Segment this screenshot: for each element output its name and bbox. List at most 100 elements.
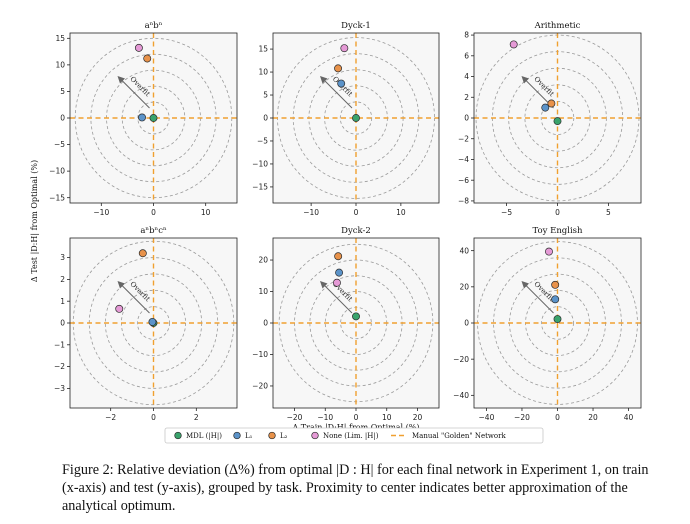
x-tick-label: 2: [194, 413, 199, 422]
y-axis-label: Δ Test |D:H| from Optimal (%): [30, 160, 39, 282]
overfit-arrowhead: [117, 281, 125, 289]
y-tick-label: 0: [464, 114, 469, 123]
overfit-arrow: [322, 283, 353, 314]
x-tick-label: 20: [413, 413, 423, 422]
legend-marker: [268, 431, 276, 440]
data-point: [115, 304, 124, 313]
y-tick-label: −10: [49, 167, 65, 176]
data-point: [509, 40, 518, 49]
y-tick-label: 3: [60, 253, 65, 262]
y-tick-label: −2: [458, 134, 469, 143]
data-point: [332, 278, 341, 287]
y-tick-label: 0: [60, 114, 65, 123]
legend-label: Manual "Golden" Network: [412, 432, 506, 440]
ring: [137, 306, 170, 340]
y-tick-label: −10: [252, 350, 268, 359]
y-tick-label: 6: [464, 51, 469, 60]
y-tick-label: 10: [258, 68, 268, 77]
ring: [540, 101, 575, 135]
y-tick-label: 5: [60, 87, 65, 96]
y-tick-label: −15: [49, 193, 65, 202]
plot-content: Overfit: [273, 238, 439, 408]
y-tick-label: −5: [257, 137, 268, 146]
y-tick-label: 0: [263, 319, 268, 328]
panel-title: Dyck-2: [341, 226, 371, 236]
y-tick-label: 2: [60, 275, 65, 284]
y-tick-label: −20: [453, 355, 469, 364]
y-tick-label: −20: [252, 382, 268, 391]
plot-content: Overfit: [70, 238, 237, 408]
x-tick-label: −2: [105, 413, 116, 422]
x-tick-label: 0: [151, 208, 156, 217]
legend-marker: [311, 431, 319, 440]
data-point: [551, 280, 560, 289]
legend-marker: [174, 431, 182, 440]
legend: MDL (|H|) L₁ L₂ None (Lim. |H|) Manual "Gold…: [164, 427, 544, 444]
data-point: [547, 99, 556, 108]
data-point: [352, 312, 360, 321]
data-point: [143, 54, 152, 63]
y-tick-label: 2: [464, 93, 469, 102]
y-tick-label: 0: [60, 319, 65, 328]
y-tick-label: −1: [54, 340, 65, 349]
y-tick-label: −2: [54, 362, 65, 371]
data-point: [551, 295, 560, 304]
y-tick-label: −10: [252, 160, 268, 169]
legend-label: L₁: [245, 432, 253, 440]
overfit-arrow: [322, 78, 353, 109]
y-tick-label: −15: [252, 183, 268, 192]
y-tick-label: 20: [459, 282, 469, 291]
legend-box: [164, 427, 544, 444]
x-tick-label: 40: [624, 413, 634, 422]
x-tick-label: −10: [317, 413, 333, 422]
data-point: [352, 114, 360, 122]
data-point: [334, 252, 343, 261]
data-point: [541, 103, 550, 112]
panel-4: Overfit −2 0 2 −3 −2 −1 0 1 2 3 aⁿbⁿcⁿ: [54, 226, 238, 422]
data-point: [337, 79, 346, 88]
data-point: [553, 117, 562, 126]
x-tick-label: 0: [555, 413, 560, 422]
x-tick-label: 10: [396, 208, 406, 217]
x-tick-label: −10: [93, 208, 109, 217]
x-tick-label: 10: [201, 208, 211, 217]
data-point: [138, 113, 146, 122]
x-tick-label: −10: [303, 208, 319, 217]
data-point: [553, 315, 562, 323]
y-tick-label: −40: [453, 391, 469, 400]
overfit-arrowhead: [320, 76, 328, 84]
y-tick-label: −6: [458, 176, 469, 185]
x-tick-label: 0: [555, 208, 560, 217]
y-tick-label: 8: [464, 31, 469, 40]
y-tick-label: −3: [54, 384, 65, 393]
y-tick-label: 40: [459, 246, 469, 255]
y-tick-label: 15: [258, 45, 268, 54]
panel-3: Overfit −5 0 5 −8 −6 −4 −2 0 2 4 6 8 Arithmetic: [458, 21, 642, 217]
y-tick-label: −4: [458, 155, 469, 164]
y-tick-label: 5: [263, 91, 268, 100]
caption-text: Figure 2: Relative deviation (Δ%) from o…: [62, 462, 649, 514]
x-tick-label: 0: [354, 413, 359, 422]
legend-label: MDL (|H|): [186, 432, 222, 440]
panel-title: Dyck-1: [341, 21, 371, 31]
panel-title: aⁿbⁿ: [145, 21, 163, 31]
legend-label: L₂: [280, 432, 288, 440]
x-axis-label: Δ Train |D:H| from Optimal (%): [292, 423, 419, 432]
x-tick-label: 5: [606, 208, 611, 217]
overfit-arrowhead: [320, 281, 328, 289]
y-tick-label: 0: [464, 319, 469, 328]
y-tick-label: −8: [458, 197, 469, 206]
overfit-arrowhead: [521, 281, 529, 289]
y-tick-label: −5: [54, 140, 65, 149]
panel-title: Toy English: [532, 226, 583, 236]
data-point: [340, 44, 349, 53]
data-point: [334, 64, 343, 73]
y-tick-label: 10: [55, 60, 65, 69]
figure-canvas: Overfit−10010−15−10−5051015aⁿbⁿOverfit−1…: [30, 21, 642, 444]
data-point: [148, 317, 157, 326]
x-tick-label: −20: [287, 413, 303, 422]
data-point: [335, 268, 344, 277]
legend-marker: [233, 431, 241, 440]
